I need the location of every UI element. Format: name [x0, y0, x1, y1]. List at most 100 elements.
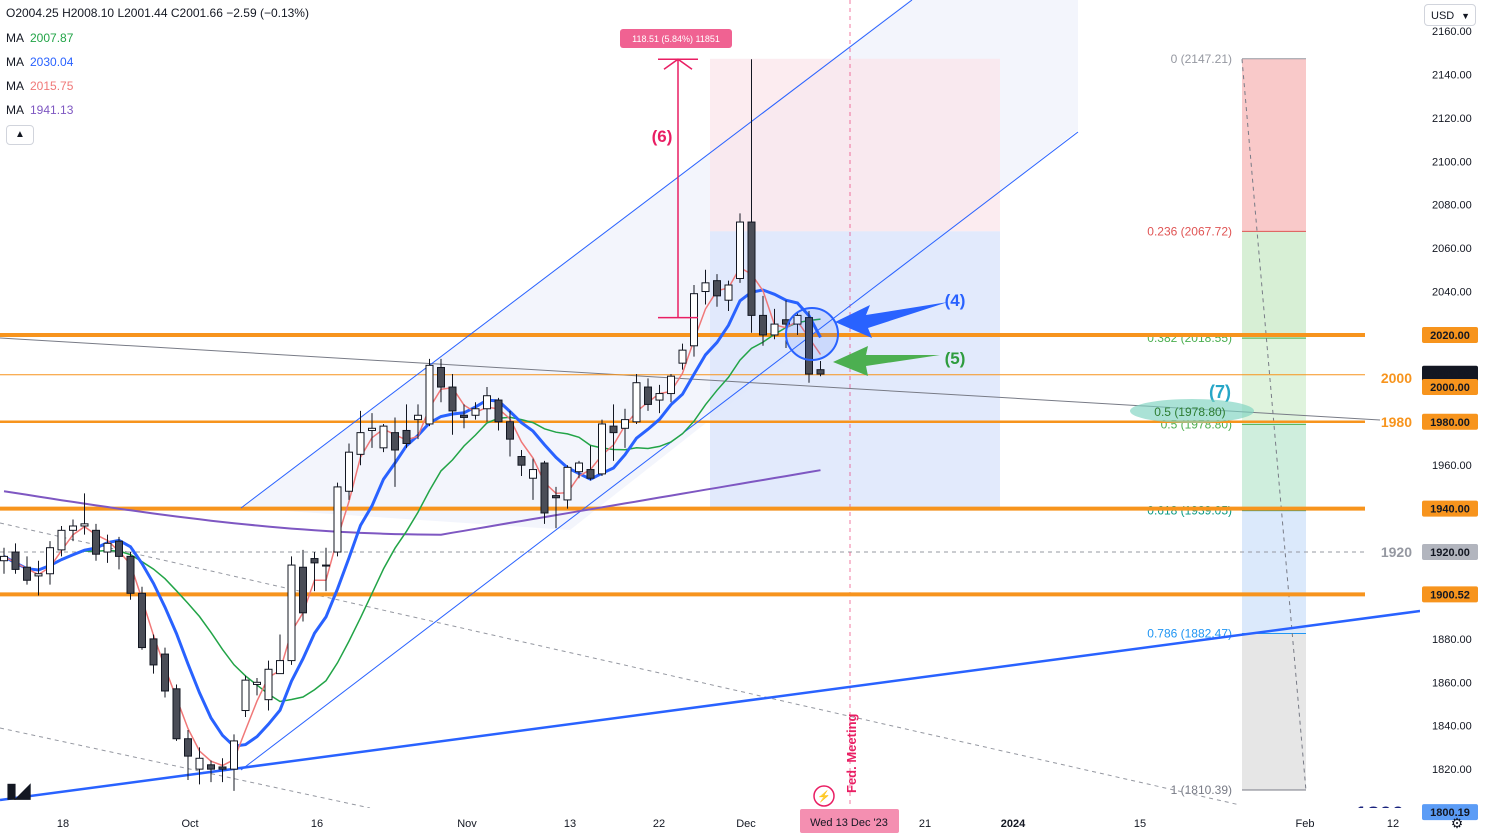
price-axis-tag-label: 1920.00	[1430, 547, 1470, 559]
ma-value: 2007.87	[30, 31, 74, 45]
ma-value: 1941.13	[30, 103, 74, 117]
price-tick-label: 1880.00	[1432, 634, 1472, 646]
time-tick-label: Nov	[457, 818, 477, 830]
candle-body	[805, 317, 813, 375]
candle-body	[356, 432, 365, 455]
close-value: C2001.66	[170, 6, 223, 20]
candle-body	[126, 555, 135, 594]
fib-band	[1242, 633, 1306, 791]
ohlc-readout: O2004.25 H2008.10 L2001.44 C2001.66 −2.5…	[6, 6, 309, 20]
candle-body	[391, 432, 399, 451]
candle-body	[253, 681, 261, 685]
tradingview-logo: ▮◢	[6, 780, 30, 802]
ma-legend-2[interactable]: MA 2030.04	[6, 55, 73, 69]
currency-select[interactable]: USD ▼	[1424, 4, 1476, 26]
risk-zone	[710, 58, 1000, 232]
candle-body	[667, 375, 675, 395]
candle-body	[414, 414, 422, 421]
price-axis-tag	[1422, 326, 1478, 343]
currency-value: USD	[1431, 10, 1455, 22]
candle-body	[494, 399, 503, 423]
candle-body	[310, 558, 319, 564]
candle-body	[506, 421, 514, 440]
ma-value: 2030.04	[30, 55, 74, 69]
candle-body	[529, 469, 537, 479]
fib-band	[1242, 424, 1306, 511]
ma-legend-1[interactable]: MA 2007.87	[6, 31, 73, 45]
fib-level-label: 0.618 (1939.05)	[1147, 504, 1232, 518]
candle-body	[184, 738, 192, 757]
highlight-circle	[785, 307, 839, 361]
fib-trend-line	[1241, 59, 1307, 791]
candle-body	[241, 679, 250, 712]
fed-meeting-label: Fed. Meeting	[844, 713, 859, 793]
candle-body	[437, 367, 445, 388]
open-value: O2004.25	[6, 6, 59, 20]
candle-body	[586, 469, 595, 479]
candle-body	[793, 314, 802, 325]
price-axis-tag	[1422, 413, 1478, 430]
candle-body	[57, 529, 66, 551]
candle-body	[80, 523, 89, 527]
candle-body	[172, 688, 181, 740]
candle-body	[46, 547, 54, 575]
candle-body	[655, 393, 664, 401]
fib-level-label: 0.236 (2067.72)	[1147, 224, 1232, 238]
dashed-trend-line-2	[0, 727, 371, 809]
time-tick-label: 16	[311, 818, 323, 830]
fib-band	[1242, 231, 1306, 339]
candle-body	[609, 425, 618, 434]
candle-body	[34, 573, 43, 577]
candle-body	[149, 638, 158, 666]
candle-body	[552, 495, 560, 499]
candle-body	[621, 419, 629, 429]
price-tick-label: 2100.00	[1432, 156, 1472, 168]
level-1980-label: 1980	[1381, 414, 1412, 430]
ma-legend-3[interactable]: MA 2015.75	[6, 79, 73, 93]
price-tick-label: 2140.00	[1432, 69, 1472, 81]
candle-body	[230, 740, 238, 770]
annotation-5: (5)	[945, 349, 966, 368]
candle-body	[540, 462, 549, 514]
candle-body	[287, 564, 296, 662]
price-tick-label: 2120.00	[1432, 113, 1472, 125]
candle-body	[103, 542, 112, 553]
ma-mid-line	[3, 288, 822, 748]
time-tick-label: 12	[1387, 818, 1399, 830]
dashed-trend-line	[0, 522, 1241, 806]
candle-body	[575, 462, 583, 473]
fib-level-label: 1 (1810.39)	[1171, 783, 1232, 797]
candle-body	[678, 349, 687, 364]
candle-body	[402, 429, 411, 444]
measure-label-bg	[620, 29, 732, 48]
price-axis-tag-label: 2000.00	[1430, 382, 1470, 394]
ma-value: 2015.75	[30, 79, 74, 93]
collapse-legend-button[interactable]: ▲	[6, 125, 34, 145]
change-value: −2.59 (−0.13%)	[226, 6, 309, 20]
price-axis-tag-label: 1900.52	[1430, 589, 1470, 601]
date-marker-label: Wed 13 Dec '23	[810, 817, 888, 829]
price-axis-tag	[1422, 544, 1478, 561]
arrow-4	[835, 302, 948, 338]
candle-body	[759, 314, 767, 336]
candle-body	[483, 395, 491, 410]
candle-body	[345, 451, 353, 492]
annotation-6: (6)	[652, 127, 673, 146]
candle-body	[195, 757, 204, 770]
chevron-up-icon: ▲	[15, 129, 25, 140]
measure-label: 118.51 (5.84%) 11851	[632, 34, 720, 44]
time-tick-label: 15	[1134, 818, 1146, 830]
time-axis	[0, 808, 1420, 837]
candle-body	[747, 221, 756, 316]
fib-band	[1242, 510, 1306, 634]
gear-icon[interactable]: ⚙	[1450, 815, 1464, 831]
candle-body	[299, 566, 307, 614]
price-axis-tag	[1422, 500, 1478, 517]
ma-legend-4[interactable]: MA 1941.13	[6, 103, 73, 117]
price-tick-label: 2060.00	[1432, 243, 1472, 255]
candle-body	[701, 282, 710, 293]
annotation-4: (4)	[945, 291, 966, 310]
level-2000-label: 2000	[1381, 370, 1412, 386]
time-tick-label: 22	[653, 818, 665, 830]
